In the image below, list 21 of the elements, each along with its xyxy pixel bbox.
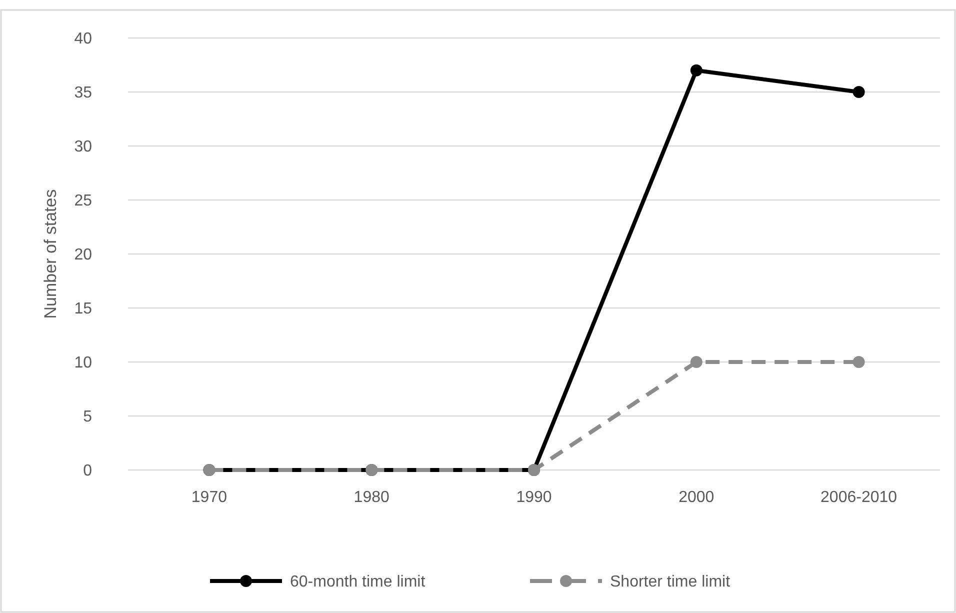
x-tick-label: 2006-2010: [820, 489, 898, 506]
x-tick-label: 1980: [354, 489, 390, 506]
point: [690, 64, 702, 76]
y-tick-label: 20: [74, 246, 92, 264]
x-tick-label: 1970: [191, 489, 228, 506]
y-tick-label: 10: [74, 354, 92, 372]
x-tick-label: 2000: [678, 489, 714, 506]
y-tick-label: 5: [83, 408, 92, 426]
point: [852, 86, 865, 98]
y-axis-title: Number of states: [41, 189, 60, 319]
y-tick-label: 40: [74, 30, 92, 48]
y-tick-label: 0: [83, 462, 92, 480]
x-tick-label: 1990: [516, 489, 552, 506]
legend-label: 60-month time limit: [290, 574, 426, 591]
y-tick-label: 25: [74, 192, 92, 210]
point: [690, 356, 702, 368]
legend-label: Shorter time limit: [610, 574, 731, 591]
y-tick-label: 15: [74, 300, 92, 318]
point: [852, 356, 865, 368]
y-tick-label: 30: [74, 138, 92, 156]
y-tick-label: 35: [74, 84, 92, 102]
